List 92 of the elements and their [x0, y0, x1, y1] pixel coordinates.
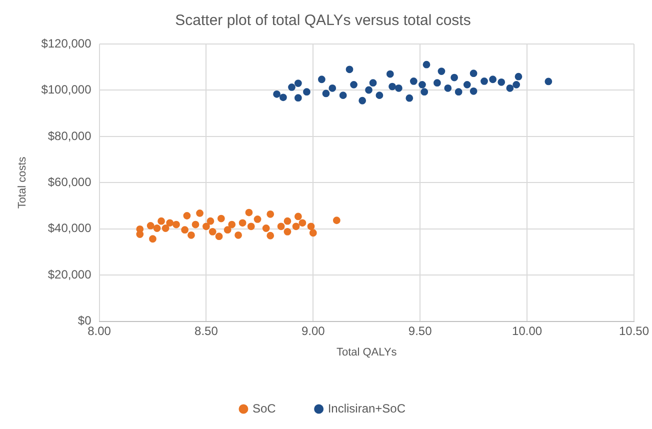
- point: [294, 94, 302, 102]
- point: [273, 90, 280, 98]
- y-tick-label: $40,000: [48, 221, 92, 236]
- x-tick-label: 8.50: [194, 324, 218, 338]
- point: [146, 222, 154, 230]
- point: [322, 90, 330, 98]
- point: [208, 228, 216, 236]
- point: [328, 84, 336, 92]
- point: [284, 217, 292, 225]
- point: [136, 225, 144, 233]
- point: [245, 208, 253, 216]
- point: [188, 231, 195, 239]
- chart-title: Scatter plot of total QALYs versus total costs: [175, 12, 471, 30]
- point: [215, 232, 223, 240]
- point: [202, 222, 210, 230]
- point: [277, 222, 285, 230]
- point: [480, 78, 488, 85]
- point: [183, 212, 191, 220]
- point: [192, 220, 200, 228]
- point: [470, 70, 478, 78]
- point: [217, 214, 225, 222]
- point: [420, 88, 428, 96]
- point: [514, 72, 522, 80]
- point: [228, 220, 236, 228]
- point: [309, 229, 317, 237]
- point: [247, 222, 255, 230]
- point: [224, 226, 232, 234]
- x-tick-label: 10.00: [512, 324, 542, 338]
- point: [406, 94, 414, 102]
- point: [512, 80, 520, 88]
- point: [395, 84, 402, 92]
- y-tick-label: $60,000: [48, 175, 92, 190]
- point: [254, 216, 262, 223]
- point: [463, 80, 471, 88]
- y-tick-label: $20,000: [48, 267, 92, 282]
- point: [149, 235, 156, 243]
- point: [288, 84, 296, 91]
- point: [388, 82, 396, 90]
- point: [284, 228, 292, 236]
- point: [280, 94, 287, 102]
- x-axis-title: Total QALYs: [336, 346, 398, 358]
- point: [434, 79, 441, 87]
- point: [262, 224, 270, 232]
- x-tick-label: 9.50: [408, 324, 432, 338]
- point: [365, 86, 372, 94]
- point: [386, 70, 394, 78]
- point: [544, 78, 552, 86]
- point: [332, 216, 340, 224]
- point: [450, 74, 458, 82]
- point: [266, 232, 274, 240]
- point: [376, 92, 384, 100]
- point: [238, 219, 246, 227]
- point: [162, 224, 170, 232]
- x-tick-label: 9.00: [301, 324, 326, 338]
- point: [172, 220, 180, 228]
- point: [166, 219, 174, 227]
- x-tick-label: 10.50: [618, 324, 650, 338]
- point: [294, 212, 302, 220]
- point: [422, 60, 430, 68]
- point: [294, 80, 302, 87]
- point: [410, 78, 418, 85]
- point: [307, 222, 315, 230]
- point: [292, 222, 300, 230]
- point: [234, 231, 242, 239]
- point: [358, 96, 366, 104]
- point: [369, 79, 377, 87]
- point: [438, 68, 446, 75]
- legend-label: SoC: [252, 401, 276, 416]
- point: [444, 84, 452, 92]
- point: [303, 88, 310, 96]
- point: [454, 88, 462, 96]
- y-tick-label: $120,000: [41, 36, 92, 50]
- point: [418, 80, 426, 88]
- point: [339, 92, 347, 100]
- legend-label: Inclisiran+SoC: [328, 401, 406, 416]
- point: [153, 224, 161, 232]
- point: [196, 210, 204, 217]
- point: [158, 217, 165, 225]
- y-tick-label: $80,000: [48, 128, 92, 143]
- point: [498, 78, 506, 86]
- point: [470, 87, 478, 95]
- point: [506, 84, 514, 92]
- point: [318, 76, 326, 84]
- point: [489, 76, 497, 84]
- point: [298, 219, 306, 227]
- point: [206, 217, 214, 225]
- point: [346, 66, 354, 74]
- point: [266, 210, 274, 218]
- y-tick-label: $100,000: [41, 82, 92, 97]
- y-axis-title: Total costs: [16, 156, 29, 209]
- point: [181, 226, 189, 234]
- point: [350, 80, 358, 88]
